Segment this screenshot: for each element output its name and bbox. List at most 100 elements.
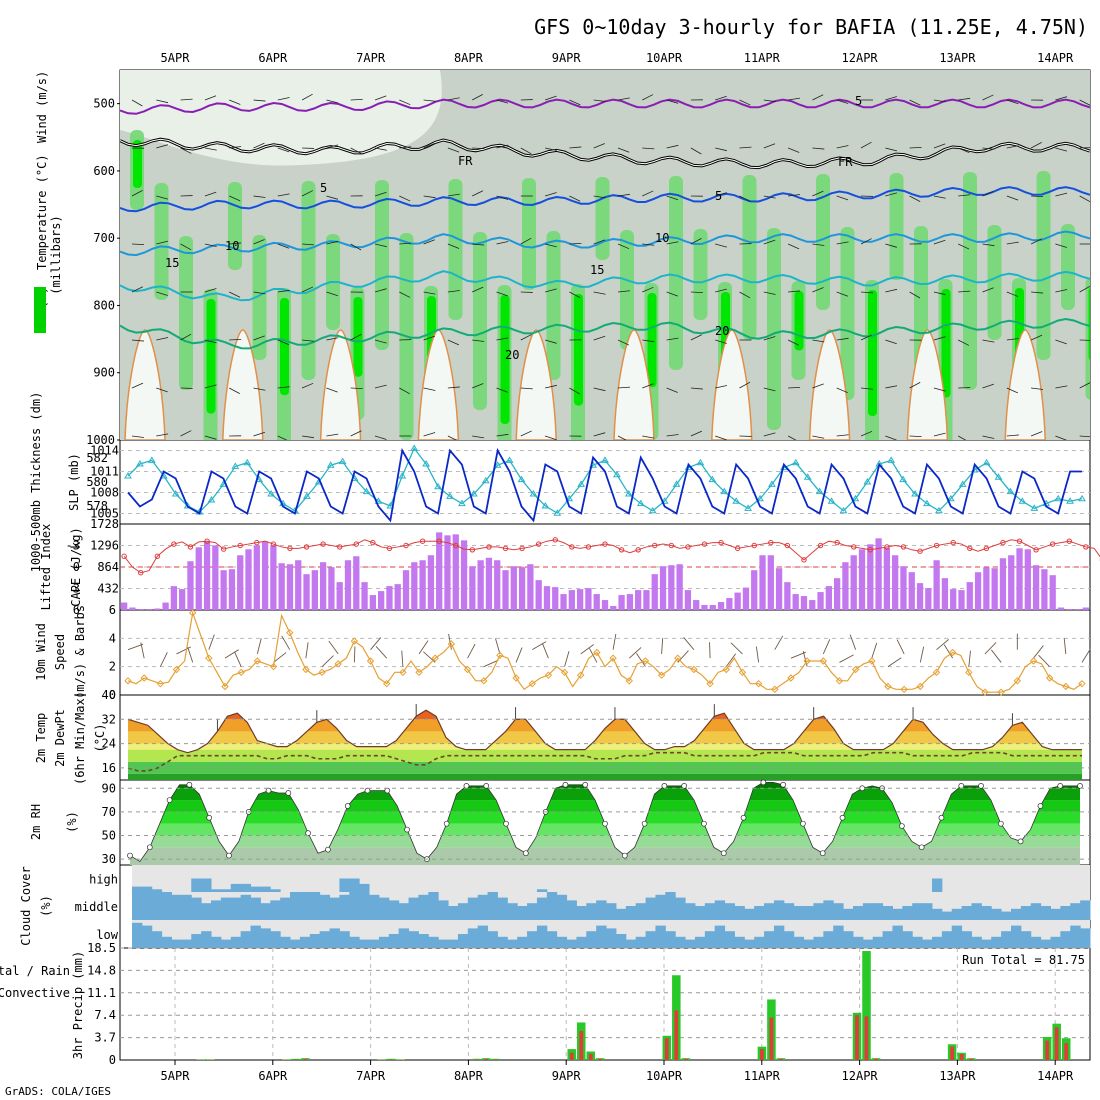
cape-tick-label: 864 [97,560,119,574]
wind-barb [739,146,752,149]
cape-bar [261,541,269,610]
wind-barb [253,195,266,198]
cloud-bar [586,903,597,920]
cape-bar [709,605,716,610]
rh2m-marker [1017,838,1024,845]
wind-barb [545,147,557,151]
thickness-marker [624,490,633,497]
rh-moist-column [448,179,463,320]
cloud-bar [1070,903,1081,920]
cape-bar [427,555,435,610]
wind-barb [569,291,581,298]
cape-axis-label: CAPE (J/kg) [69,527,83,606]
rh-moist-column [228,182,242,270]
cloud-bar [645,897,656,920]
wind-barb [739,195,751,202]
cape-bar [809,600,816,610]
wind-speed-marker [544,671,553,679]
wind-barb [617,339,630,346]
wind-barb [715,339,727,344]
temp-tick-label: 32 [102,712,116,726]
cloud-bar [359,883,370,892]
thickness-marker [469,490,478,497]
wind-barb [860,430,873,437]
wind-barb [715,243,727,248]
wind-barb [277,289,290,293]
wind-barb-10m [725,653,737,667]
cloud-bar [754,936,765,948]
rh-saturated-column [647,293,657,388]
cloud-bar [606,928,617,948]
cape-bar [900,566,907,610]
cape-bar [270,545,277,610]
cape-bar [460,540,468,610]
cape-bar [494,560,501,610]
rh2m-marker [899,823,905,829]
wind-barb [156,195,168,200]
boundary-layer-plume [124,329,166,440]
rh-moist-column [742,175,757,340]
wind-barb-10m [127,643,144,651]
wind-barb-10m [755,646,760,663]
date-label-top: 6APR [258,51,288,65]
rh-moist-column [595,177,610,260]
wind-axis-label-2: Speed [53,634,67,670]
wind-barb [690,387,703,390]
rh2m-marker [463,783,470,789]
cloud-bar [250,925,261,948]
rh-moist-column [693,229,708,320]
cloud-bar [201,931,212,948]
thickness-marker [362,487,371,495]
thickness-marker [410,444,419,451]
wind-barb [1079,285,1090,293]
cloud-bar [329,897,340,920]
rh2m-marker [522,850,529,857]
cloud-bar [961,906,972,920]
wind-barb [374,191,387,197]
cloud-bar [882,906,893,920]
rh2m-marker [661,783,668,789]
wind-barb [860,291,873,294]
cape-bar [237,555,244,610]
wind-speed-marker [431,654,439,662]
wind-barb [933,432,946,437]
cape-bar [833,578,841,610]
cloud-bar [1030,936,1042,948]
rh-moist-column [179,236,193,390]
precip-legend-convective: Convective [0,986,70,1000]
wind-barb [933,239,946,245]
rh2m-axis-label: 2m RH [29,804,43,840]
wind-barb-10m [159,652,168,667]
wind-axis-label-3: (m/s) & Barbs [73,605,87,699]
wind-barb [277,147,290,153]
thickness-marker [982,458,991,466]
cloud-bar [487,931,498,948]
wind-barb [472,286,484,293]
thickness-marker [899,475,908,483]
wind-speed-marker [1062,682,1070,691]
wind-barb [472,243,485,246]
isotherm-label: FR [458,154,473,168]
cape-bar [535,580,542,610]
cloud-bar [211,936,222,948]
rh2m-band [130,847,1080,865]
precip-total-bar [386,1058,396,1060]
rh2m-marker [1037,803,1044,809]
credit-text: GrADS: COLA/IGES [5,1085,111,1098]
wind-barb [1030,334,1043,341]
lifted-index-marker [1033,547,1039,553]
thickness-marker [136,460,144,467]
wind-barb [253,387,266,391]
wind-barb-10m [984,642,997,655]
wind-barb [156,144,168,149]
cape-bar [991,568,998,610]
wind-barb [277,435,288,440]
wind-barb [520,147,532,155]
cloud-bar [961,931,972,948]
wind-barb [1006,291,1019,297]
thickness-marker [541,502,550,509]
thickness-line [127,447,1083,515]
cloud-row-label: high [89,873,118,887]
precip-convective-bar [1064,1043,1069,1060]
date-label-bottom: 14APR [1037,1069,1074,1083]
